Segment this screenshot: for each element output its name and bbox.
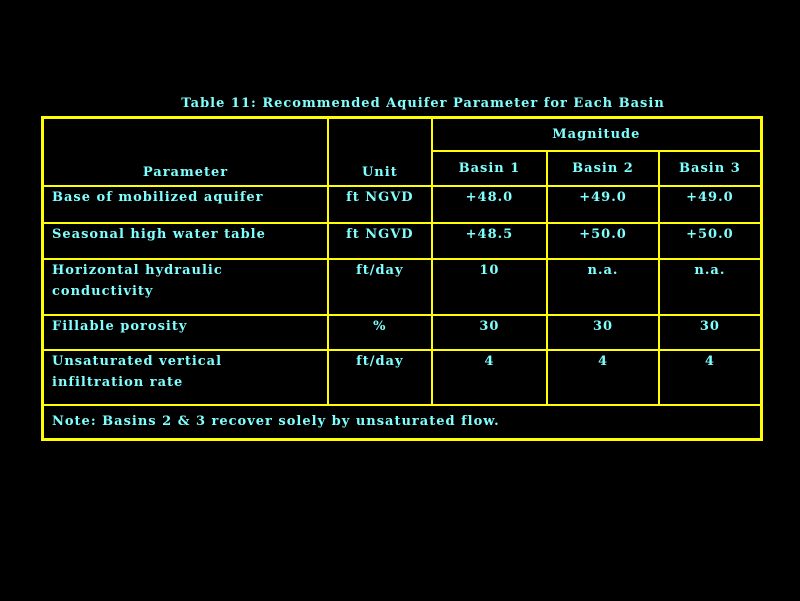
- table-cell: 4: [546, 348, 660, 406]
- table-row: Basin 1 Basin 2 Basin 3: [43, 149, 763, 187]
- table-cell: 30: [430, 313, 549, 351]
- table-cell: 10: [430, 257, 549, 316]
- table-cell: +49.0: [657, 184, 763, 224]
- table-cell: n.a.: [657, 257, 763, 316]
- table-cell: Horizontal hydraulic conductivity: [41, 257, 330, 316]
- table-row: Parameter Unit Magnitude: [41, 116, 763, 187]
- table-cell: +49.0: [546, 184, 660, 224]
- table-row: Horizontal hydraulic conductivity ft/day 1…: [41, 257, 763, 316]
- header-cell: Magnitude: [430, 116, 763, 152]
- table-cell: Unsaturated vertical infiltration rate: [41, 348, 330, 406]
- header-cell: Parameter: [41, 116, 330, 187]
- table-row: Note: Basins 2 & 3 recover solely by uns…: [41, 403, 763, 441]
- table-title: Table 11: Recommended Aquifer Parameter …: [181, 96, 665, 111]
- table-cell: 4: [657, 348, 763, 406]
- table-cell: 30: [546, 313, 660, 351]
- table-cell: ft NGVD: [327, 221, 433, 260]
- table-note: Note: Basins 2 & 3 recover solely by uns…: [41, 403, 763, 441]
- table-cell: ft/day: [327, 348, 433, 406]
- table-cell: n.a.: [546, 257, 660, 316]
- aquifer-table: Parameter Unit Magnitude Basin 1 Basin 2 Basi…: [41, 116, 763, 441]
- header-cell: Unit: [327, 116, 433, 187]
- table-cell: ft NGVD: [327, 184, 433, 224]
- table-cell: 30: [657, 313, 763, 351]
- table-row: Seasonal high water table ft NGVD +48.5 +50…: [41, 221, 763, 260]
- table-cell: Base of mobilized aquifer: [41, 184, 330, 224]
- header-cell: Basin 2: [546, 149, 660, 187]
- header-cell: Basin 3: [657, 149, 763, 187]
- table-cell: +48.5: [430, 221, 549, 260]
- table-cell: +48.0: [430, 184, 549, 224]
- table-cell: 4: [430, 348, 549, 406]
- header-cell: Basin 1: [430, 149, 549, 187]
- table-row: Base of mobilized aquifer ft NGVD +48.0 +49…: [41, 184, 763, 224]
- table-row: Unsaturated vertical infiltration rate ft…: [41, 348, 763, 406]
- table-cell: %: [327, 313, 433, 351]
- table-cell: Fillable porosity: [41, 313, 330, 351]
- table-cell: Seasonal high water table: [41, 221, 330, 260]
- table-row: Fillable porosity% 30 30 30: [41, 313, 763, 351]
- table-cell: +50.0: [657, 221, 763, 260]
- table-cell: ft/day: [327, 257, 433, 316]
- table-cell: +50.0: [546, 221, 660, 260]
